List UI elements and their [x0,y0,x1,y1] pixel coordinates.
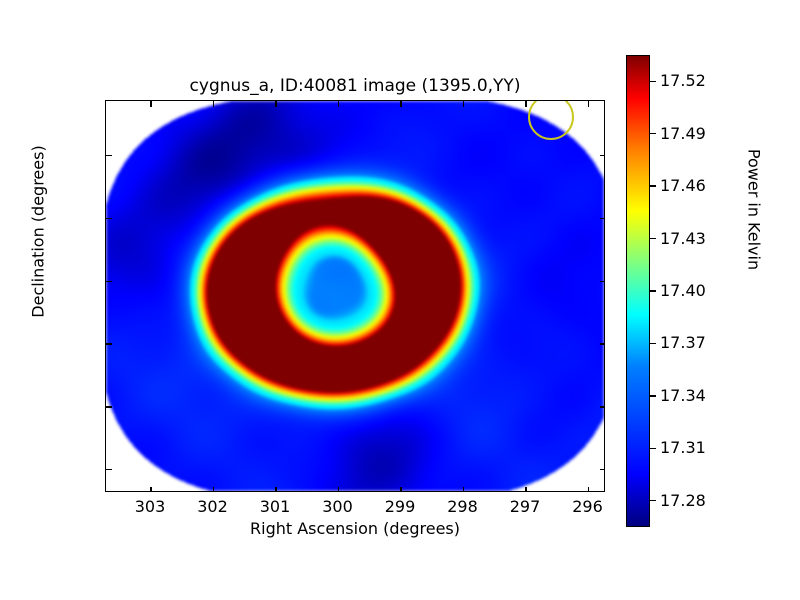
x-tick-mark [525,487,527,491]
x-tick-label: 297 [509,497,541,516]
colorbar-tick-mark [650,80,656,82]
y-tick-mark [600,280,604,282]
x-tick-mark [337,101,340,107]
colorbar-tick-label: 17.31 [660,438,706,458]
x-tick-mark [587,487,590,491]
x-tick-mark [150,487,152,491]
x-tick-mark [400,101,402,107]
y-tick-mark [106,154,112,157]
y-tick-mark [106,217,112,220]
x-tick-label: 299 [384,497,416,516]
x-tick-label: 296 [572,497,603,516]
colorbar-tick-mark [650,237,656,240]
colorbar-tick-label: 17.46 [660,176,706,196]
colorbar-tick-mark [650,342,656,345]
y-tick-mark [600,343,604,345]
x-tick-mark [462,101,465,107]
y-tick-mark [600,469,604,471]
x-axis-label: Right Ascension (degrees) [250,519,460,538]
colorbar-tick-label: 17.28 [660,490,706,510]
y-tick-mark [106,406,112,408]
x-tick-mark [212,487,215,491]
colorbar-tick-mark [650,500,656,502]
colorbar-tick-mark [650,132,656,135]
sky-image-heatmap [106,101,604,491]
colorbar-label: Power in Kelvin [744,148,764,271]
colorbar-tick-label: 17.34 [660,385,706,405]
x-tick-mark [587,101,590,107]
region-circle-annotation [527,101,575,140]
x-tick-mark [400,487,402,491]
colorbar-tick-label: 17.40 [660,281,706,300]
colorbar-tick-label: 17.52 [660,71,706,91]
y-tick-mark [106,343,112,345]
page-title: cygnus_a, ID:40081 image (1395.0,YY) [189,76,521,96]
x-tick-label: 300 [322,497,353,516]
sky-image-canvas [106,101,604,491]
x-tick-mark [337,487,340,491]
colorbar: 17.28 17.31 17.34 17.37 17.40 17.43 17.46 17.49… [626,55,706,527]
colorbar-tick-mark [650,447,656,450]
y-tick-mark [106,280,112,282]
x-tick-label: 302 [197,497,228,516]
x-tick-mark [275,487,277,491]
x-tick-mark [150,101,152,107]
y-tick-mark [106,469,112,471]
x-tick-mark [275,101,277,107]
colorbar-tick-mark [650,290,656,292]
colorbar-tick-label: 17.49 [660,123,706,143]
x-tick-mark [462,487,465,491]
y-tick-mark [600,154,604,157]
image-axes[interactable] [105,100,605,492]
colorbar-tick-label: 17.37 [660,333,706,353]
colorbar-tick-mark [650,395,656,397]
x-tick-mark [212,101,215,107]
y-tick-mark [600,217,604,220]
colorbar-gradient [626,55,650,527]
x-tick-label: 298 [447,497,478,516]
x-tick-label: 303 [134,497,166,516]
colorbar-tick-label: 17.43 [660,228,706,248]
y-tick-mark [600,406,604,408]
x-tick-mark [525,101,527,107]
x-tick-label: 301 [259,497,291,516]
colorbar-tick-mark [650,185,656,187]
y-axis-label: Declination (degrees) [28,145,48,318]
